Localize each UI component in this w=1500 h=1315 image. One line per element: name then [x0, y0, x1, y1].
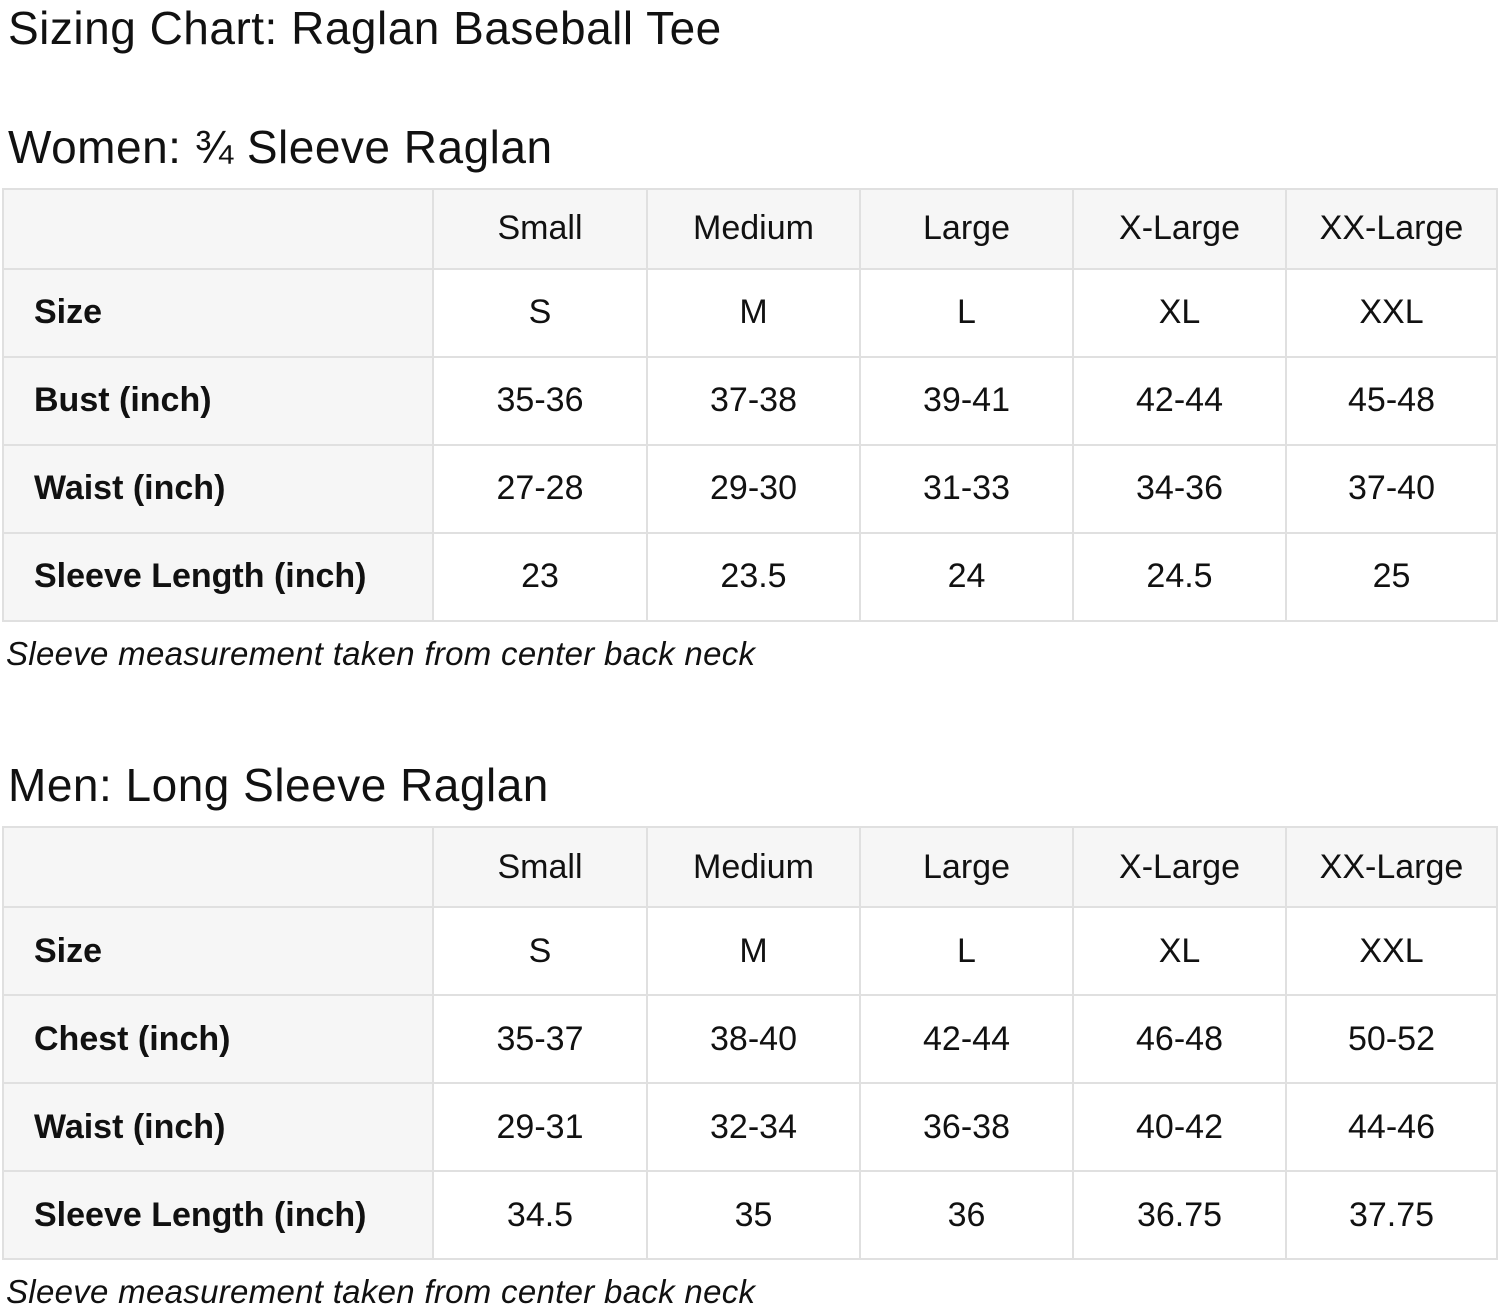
women-waist-xxl: 37-40	[1285, 443, 1498, 534]
women-row-label-waist: Waist (inch)	[2, 443, 434, 534]
women-bust-row: Bust (inch) 35-36 37-38 39-41 42-44 45-4…	[2, 355, 1498, 446]
men-waist-m: 32-34	[646, 1082, 861, 1173]
men-row-label-size: Size	[2, 906, 434, 997]
men-chest-row: Chest (inch) 35-37 38-40 42-44 46-48 50-…	[2, 994, 1498, 1085]
men-size-s: S	[432, 906, 648, 997]
men-sleeve-m: 35	[646, 1170, 861, 1261]
women-size-m: M	[646, 267, 861, 358]
men-chest-xxl: 50-52	[1285, 994, 1498, 1085]
men-chest-l: 42-44	[859, 994, 1074, 1085]
women-bust-m: 37-38	[646, 355, 861, 446]
men-size-xxl: XXL	[1285, 906, 1498, 997]
women-sleeve-xl: 24.5	[1072, 531, 1287, 622]
women-size-l: L	[859, 267, 1074, 358]
men-column-header-medium: Medium	[646, 826, 861, 909]
men-waist-s: 29-31	[432, 1082, 648, 1173]
women-header-row: Small Medium Large X-Large XX-Large	[2, 187, 1498, 270]
women-row-label-size: Size	[2, 267, 434, 358]
women-section: Women: ¾ Sleeve Raglan Small Medium Larg…	[2, 121, 1498, 673]
men-waist-l: 36-38	[859, 1082, 1074, 1173]
women-column-header-small: Small	[432, 187, 648, 270]
women-bust-l: 39-41	[859, 355, 1074, 446]
women-bust-xxl: 45-48	[1285, 355, 1498, 446]
men-sleeve-xl: 36.75	[1072, 1170, 1287, 1261]
women-corner-cell	[2, 187, 434, 270]
women-size-xl: XL	[1072, 267, 1287, 358]
women-row-label-sleeve: Sleeve Length (inch)	[2, 531, 434, 622]
men-sleeve-row: Sleeve Length (inch) 34.5 35 36 36.75 37…	[2, 1170, 1498, 1261]
men-sleeve-note: Sleeve measurement taken from center bac…	[6, 1273, 756, 1311]
women-waist-m: 29-30	[646, 443, 861, 534]
men-column-header-large: Large	[859, 826, 1074, 909]
women-size-table: Small Medium Large X-Large XX-Large Size…	[2, 187, 1498, 622]
men-section-title: Men: Long Sleeve Raglan	[8, 759, 549, 812]
men-sleeve-l: 36	[859, 1170, 1074, 1261]
men-column-header-xxlarge: XX-Large	[1285, 826, 1498, 909]
men-row-label-chest: Chest (inch)	[2, 994, 434, 1085]
men-size-m: M	[646, 906, 861, 997]
men-waist-xxl: 44-46	[1285, 1082, 1498, 1173]
men-size-l: L	[859, 906, 1074, 997]
men-row-label-sleeve: Sleeve Length (inch)	[2, 1170, 434, 1261]
women-waist-xl: 34-36	[1072, 443, 1287, 534]
women-sleeve-m: 23.5	[646, 531, 861, 622]
men-sleeve-s: 34.5	[432, 1170, 648, 1261]
women-bust-xl: 42-44	[1072, 355, 1287, 446]
men-size-xl: XL	[1072, 906, 1287, 997]
women-column-header-xlarge: X-Large	[1072, 187, 1287, 270]
men-column-header-xlarge: X-Large	[1072, 826, 1287, 909]
men-chest-s: 35-37	[432, 994, 648, 1085]
men-chest-m: 38-40	[646, 994, 861, 1085]
women-sleeve-s: 23	[432, 531, 648, 622]
men-header-row: Small Medium Large X-Large XX-Large	[2, 826, 1498, 909]
women-bust-s: 35-36	[432, 355, 648, 446]
women-row-label-bust: Bust (inch)	[2, 355, 434, 446]
women-section-title: Women: ¾ Sleeve Raglan	[8, 120, 553, 173]
men-chest-xl: 46-48	[1072, 994, 1287, 1085]
page-title: Sizing Chart: Raglan Baseball Tee	[8, 2, 722, 54]
women-sleeve-xxl: 25	[1285, 531, 1498, 622]
men-sleeve-xxl: 37.75	[1285, 1170, 1498, 1261]
women-waist-l: 31-33	[859, 443, 1074, 534]
men-waist-row: Waist (inch) 29-31 32-34 36-38 40-42 44-…	[2, 1082, 1498, 1173]
women-waist-row: Waist (inch) 27-28 29-30 31-33 34-36 37-…	[2, 443, 1498, 534]
men-row-label-waist: Waist (inch)	[2, 1082, 434, 1173]
women-waist-s: 27-28	[432, 443, 648, 534]
men-waist-xl: 40-42	[1072, 1082, 1287, 1173]
women-column-header-medium: Medium	[646, 187, 861, 270]
men-size-row: Size S M L XL XXL	[2, 906, 1498, 997]
women-sleeve-note: Sleeve measurement taken from center bac…	[6, 634, 756, 672]
men-corner-cell	[2, 826, 434, 909]
women-column-header-large: Large	[859, 187, 1074, 270]
women-column-header-xxlarge: XX-Large	[1285, 187, 1498, 270]
women-size-row: Size S M L XL XXL	[2, 267, 1498, 358]
men-column-header-small: Small	[432, 826, 648, 909]
women-size-xxl: XXL	[1285, 267, 1498, 358]
women-size-s: S	[432, 267, 648, 358]
men-section: Men: Long Sleeve Raglan Small Medium Lar…	[2, 759, 1498, 1311]
men-size-table: Small Medium Large X-Large XX-Large Size…	[2, 826, 1498, 1261]
women-sleeve-l: 24	[859, 531, 1074, 622]
women-sleeve-row: Sleeve Length (inch) 23 23.5 24 24.5 25	[2, 531, 1498, 622]
